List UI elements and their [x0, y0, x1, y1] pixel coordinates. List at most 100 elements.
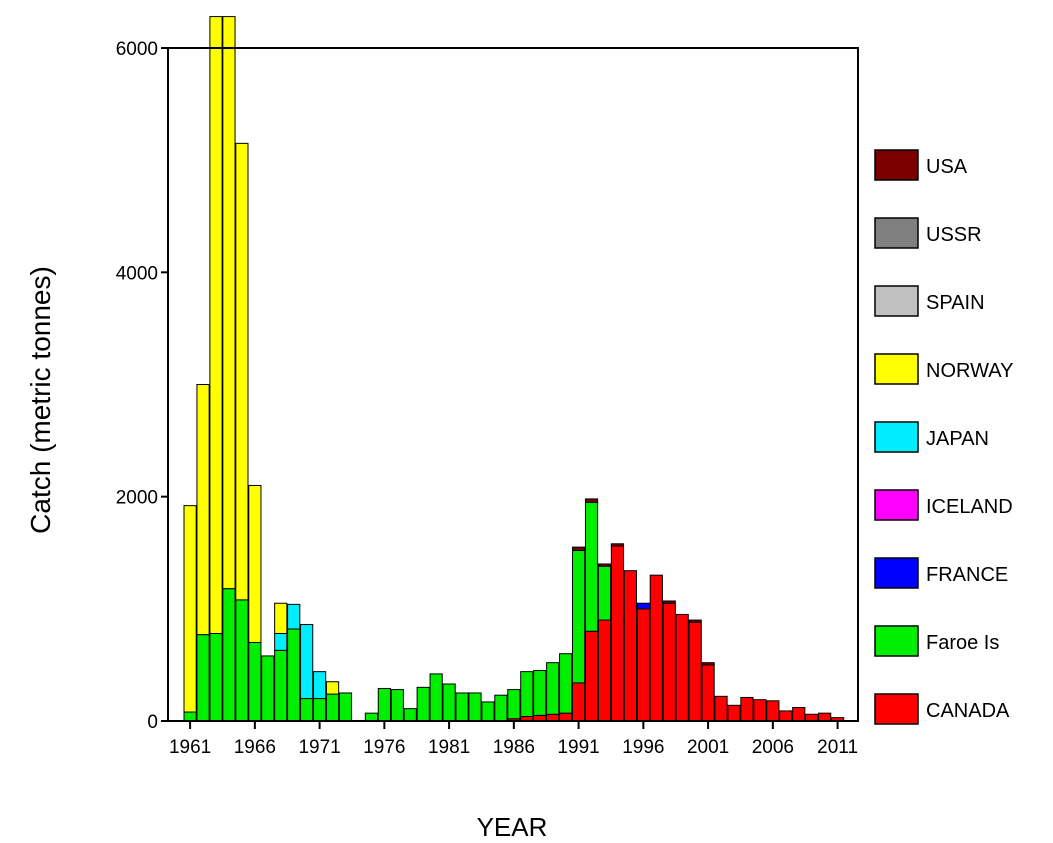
x-tick-label: 1966 — [234, 737, 276, 758]
bar-norway-1961 — [183, 505, 197, 713]
bar-norway-1968 — [274, 602, 288, 635]
legend-label-norway: NORWAY — [926, 360, 1013, 382]
legend-label-ussr: USSR — [926, 224, 982, 246]
x-tick-label: 1991 — [557, 737, 599, 758]
legend-swatch-ussr — [874, 217, 919, 249]
bar-faroe-is-1964 — [222, 588, 236, 722]
bar-japan-1968 — [274, 633, 288, 651]
bar-faroe-is-1971 — [313, 698, 327, 722]
bar-usa-2000 — [688, 619, 702, 623]
bar-norway-1972 — [325, 681, 340, 695]
x-tick-label: 1971 — [298, 737, 340, 758]
bar-faroe-is-1986 — [507, 689, 521, 720]
bar-canada-2004 — [740, 696, 754, 722]
bars-group — [183, 16, 845, 722]
bar-canada-2006 — [766, 700, 780, 722]
x-tick-label: 2006 — [752, 737, 794, 758]
bar-faroe-is-1983 — [468, 692, 482, 722]
y-tick-label: 2000 — [116, 488, 158, 509]
legend-swatch-japan — [874, 421, 919, 453]
bar-faroe-is-1987 — [520, 671, 534, 718]
bar-faroe-is-1985 — [494, 694, 508, 722]
x-tick-label: 2011 — [817, 737, 858, 758]
bar-usa-1994 — [610, 543, 625, 547]
x-tick-label: 1981 — [428, 737, 470, 758]
bar-canada-1995 — [623, 570, 637, 722]
bar-usa-1993 — [597, 563, 612, 567]
legend-label-france: FRANCE — [926, 564, 1008, 586]
bar-canada-1998 — [662, 602, 676, 722]
bar-usa-1991 — [572, 546, 586, 552]
x-tick-label: 1986 — [493, 737, 535, 758]
y-tick-label: 4000 — [116, 263, 158, 284]
bar-canada-2002 — [714, 695, 728, 722]
bar-faroe-is-1984 — [481, 701, 495, 722]
bar-canada-2000 — [688, 621, 702, 722]
bar-faroe-is-1961 — [183, 711, 197, 722]
bar-norway-1963 — [209, 16, 223, 635]
bar-faroe-is-1976 — [377, 687, 391, 722]
x-axis: 1961 1966 1971 1976 1981 1986 1991 1996 2001 2006… — [169, 721, 858, 758]
legend-swatch-norway — [874, 353, 919, 385]
bar-faroe-is-1979 — [416, 686, 430, 722]
bar-faroe-is-1972 — [325, 693, 340, 722]
bar-faroe-is-1966 — [248, 641, 262, 722]
bar-faroe-is-1988 — [533, 670, 547, 716]
bar-canada-2008 — [792, 707, 806, 722]
bar-faroe-is-1970 — [300, 698, 314, 722]
bar-norway-1964 — [222, 16, 236, 590]
bar-usa-2001 — [701, 662, 715, 666]
y-tick-label: 0 — [147, 712, 158, 733]
legend-swatch-france — [874, 557, 919, 589]
bar-norway-1962 — [196, 384, 210, 636]
bar-canada-2005 — [753, 699, 767, 722]
bar-japan-1971 — [313, 671, 327, 700]
bar-norway-1966 — [248, 484, 262, 643]
bar-canada-2010 — [818, 712, 832, 722]
x-axis-title: YEAR — [477, 812, 548, 842]
bar-faroe-is-1963 — [209, 633, 223, 722]
bar-canada-1993 — [597, 619, 612, 722]
bar-france-1996 — [636, 602, 650, 610]
legend-label-faroe-is: Faroe Is — [926, 632, 999, 654]
bar-faroe-is-1993 — [597, 565, 612, 621]
bar-canada-1990 — [559, 712, 573, 722]
bar-canada-1996 — [636, 608, 650, 722]
bar-canada-1994 — [610, 545, 625, 722]
legend-swatch-usa — [874, 149, 919, 181]
bar-canada-1991 — [572, 682, 586, 722]
legend-label-japan: JAPAN — [926, 428, 989, 450]
bar-faroe-is-1978 — [403, 708, 417, 722]
bar-canada-1989 — [546, 713, 560, 722]
bar-norway-1965 — [235, 142, 249, 601]
legend-swatch-faroe-is — [874, 625, 919, 657]
legend-label-canada: CANADA — [926, 700, 1010, 722]
bar-faroe-is-1965 — [235, 599, 249, 722]
y-axis-title: Catch (metric tonnes) — [25, 266, 56, 534]
bar-faroe-is-1968 — [274, 649, 288, 722]
x-tick-label: 1961 — [169, 737, 211, 758]
x-tick-label: 2001 — [687, 737, 729, 758]
bar-faroe-is-1992 — [584, 501, 599, 632]
bar-faroe-is-1977 — [390, 689, 404, 722]
bar-faroe-is-1991 — [572, 550, 586, 684]
bar-usa-1992 — [584, 498, 599, 503]
legend-swatch-iceland — [874, 489, 919, 521]
legend-swatch-spain — [874, 285, 919, 317]
bar-faroe-is-1969 — [287, 628, 301, 722]
bar-faroe-is-1962 — [196, 634, 210, 722]
bar-faroe-is-1989 — [546, 662, 560, 715]
bar-faroe-is-1981 — [442, 683, 456, 722]
bar-canada-2003 — [727, 704, 741, 722]
bar-canada-1997 — [649, 574, 663, 722]
bar-faroe-is-1990 — [559, 653, 573, 714]
bar-faroe-is-1973 — [338, 692, 353, 722]
legend: USA USSR SPAIN NORWAY JAPAN ICELAND FRANCE Faro… — [874, 149, 1013, 725]
y-tick-label: 6000 — [116, 39, 158, 60]
bar-canada-2009 — [805, 713, 819, 722]
bar-canada-1999 — [675, 613, 689, 722]
legend-swatch-canada — [874, 693, 919, 725]
legend-label-iceland: ICELAND — [926, 496, 1013, 518]
bar-canada-1992 — [584, 630, 599, 722]
